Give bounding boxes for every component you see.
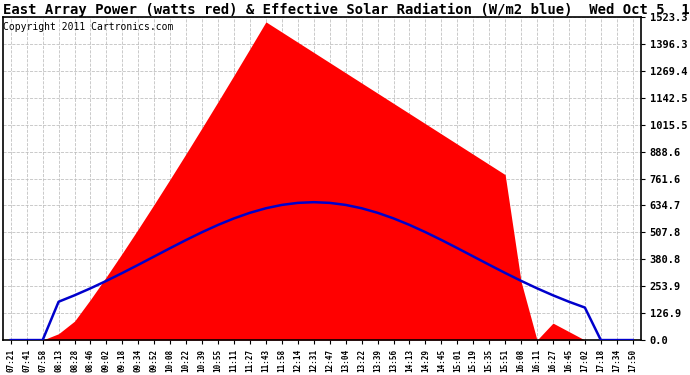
Text: Copyright 2011 Cartronics.com: Copyright 2011 Cartronics.com — [3, 22, 174, 32]
Text: East Array Power (watts red) & Effective Solar Radiation (W/m2 blue)  Wed Oct 5 : East Array Power (watts red) & Effective… — [3, 3, 690, 17]
